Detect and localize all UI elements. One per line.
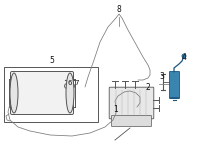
FancyBboxPatch shape xyxy=(11,71,74,115)
Text: 8: 8 xyxy=(117,5,121,14)
Text: 2: 2 xyxy=(146,82,150,91)
Bar xyxy=(4,67,98,122)
Text: 5: 5 xyxy=(50,56,54,65)
FancyBboxPatch shape xyxy=(109,87,154,119)
Circle shape xyxy=(70,83,75,88)
FancyBboxPatch shape xyxy=(170,71,180,98)
Circle shape xyxy=(65,83,70,88)
Text: 3: 3 xyxy=(160,71,164,81)
Ellipse shape xyxy=(10,73,18,113)
FancyBboxPatch shape xyxy=(112,116,152,127)
Text: 6: 6 xyxy=(68,80,72,86)
Circle shape xyxy=(182,54,186,58)
Text: 7: 7 xyxy=(75,80,79,86)
Text: 1: 1 xyxy=(114,105,118,113)
Text: 4: 4 xyxy=(182,52,186,61)
Ellipse shape xyxy=(66,73,74,113)
